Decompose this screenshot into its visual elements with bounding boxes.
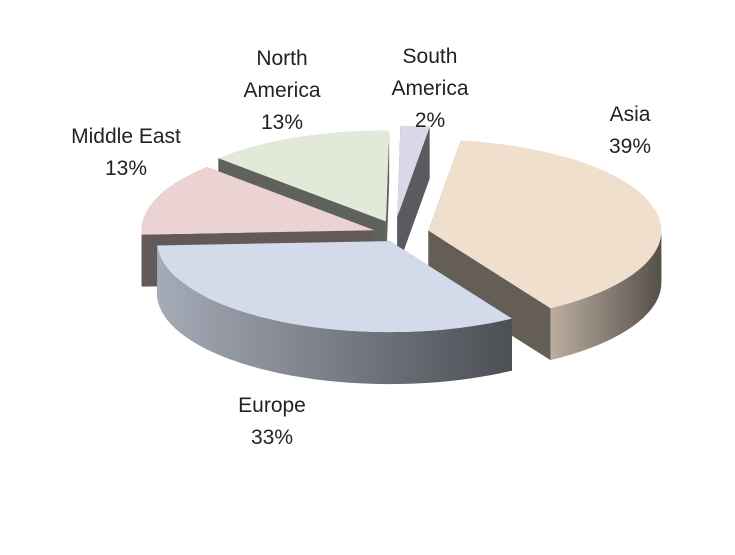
pie-slices: [141, 125, 662, 385]
slice-top: [218, 130, 390, 222]
slice-label-europe: Europe 33%: [238, 394, 306, 449]
pie-slice-south-america: [397, 125, 430, 269]
pie-slice-asia: [428, 140, 662, 361]
slice-wall: [385, 130, 390, 274]
slice-wall: [397, 126, 430, 269]
slice-label-middle-east: Middle East 13%: [71, 125, 181, 180]
slice-top: [141, 166, 375, 235]
slice-top: [397, 125, 430, 217]
slice-label-north-america: North America 13%: [243, 47, 320, 134]
slice-top: [428, 140, 662, 309]
slice-label-asia: Asia 39%: [609, 103, 651, 158]
slice-label-south-america: South America 2%: [391, 45, 468, 132]
slice-rim: [550, 230, 662, 361]
slice-rim: [157, 245, 512, 385]
pie-slice-europe: [157, 241, 512, 385]
slice-labels: Asia 39% Europe 33% Middle East 13% North Ameri…: [71, 45, 651, 449]
slice-wall: [428, 230, 551, 361]
slice-top: [157, 241, 512, 333]
